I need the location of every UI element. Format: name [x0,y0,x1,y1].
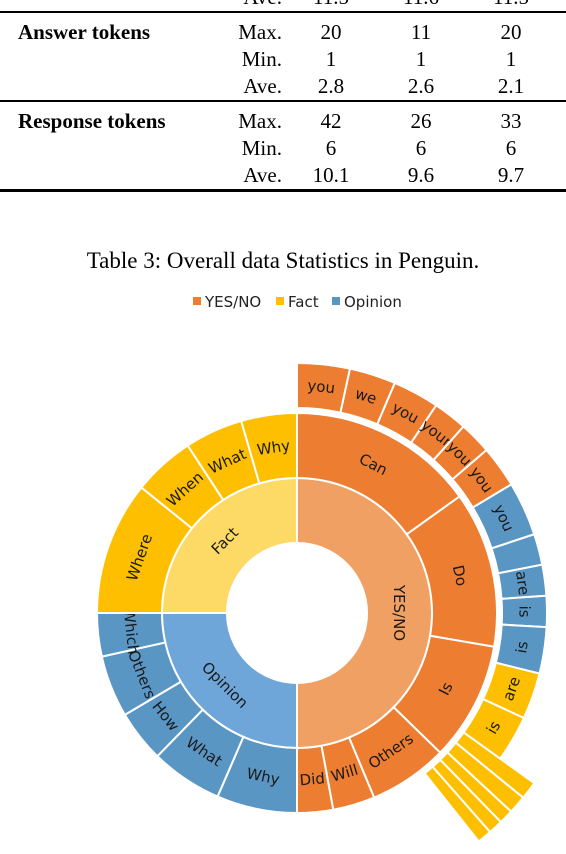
legend-label: YES/NO [204,293,261,311]
table-cell: 20 [320,20,342,44]
legend-label: Fact [288,293,319,311]
row-label: Response tokens [18,109,166,133]
table-cell: 6 [505,136,517,160]
slice-label: we [353,384,379,408]
slice-label: are [512,570,533,596]
legend-label: Opinion [344,293,402,311]
table-cell: 1 [415,47,427,71]
table-cell: 9.7 [466,162,556,192]
table-cell: 10.1 [286,162,376,192]
legend-swatch [332,297,340,305]
metric-label: Ave. [218,0,286,13]
metric-label: Min. [241,47,282,71]
table-row: Ave.11.511.611.5 [0,0,566,13]
row-label [0,73,218,102]
table-cell: 26 [410,109,432,133]
sunburst-chart: YES/NO Fact OpinionYES/NOOpinionFactCanDoI… [95,293,548,843]
table-row: Min. 1 1 1 [0,46,566,73]
statistics-table-fragment: Ave.11.511.611.5Answer tokensMax.201120M… [0,0,566,225]
table-caption: Table 3: Overall data Statistics in Peng… [86,248,480,273]
table-cell: 1 [325,47,337,71]
row-label: Answer tokens [18,20,151,44]
table-row: Ave. 10.1 9.6 9.7 [0,162,566,192]
row-label [0,135,218,162]
table-cell: 2.1 [466,73,556,102]
table-cell: 6 [325,136,337,160]
row-label [0,162,218,192]
table-cell: 6 [415,136,427,160]
row-label [0,46,218,73]
slice-label: Why [256,436,292,459]
row-label [0,0,218,13]
table-row: Ave. 2.8 2.6 2.1 [0,73,566,102]
metric-label: Ave. [218,73,286,102]
table-cell: 11.5 [466,0,556,13]
slice-label: Which [120,607,143,655]
table-row: Min. 6 6 6 [0,135,566,162]
table-cell: 11.6 [376,0,466,13]
table-cell: 20 [500,20,522,44]
slice-label: Did [299,769,326,789]
sunburst-slice [239,411,298,485]
slice-label: is [515,606,533,618]
table-cell: 11.5 [286,0,376,13]
slice-label: is [512,640,532,655]
slice-label: you [307,376,336,397]
sunburst-slice [423,765,492,843]
table-cell: 42 [320,109,342,133]
metric-label: Ave. [218,162,286,192]
slice-label: Do [449,563,471,587]
table-cell: 33 [500,109,522,133]
table-cell: 2.8 [286,73,376,102]
metric-label: Min. [241,136,282,160]
metric-label: Max. [238,109,282,133]
table-row: Response tokens Max. 42 26 33 [0,101,566,135]
statistics-table: Ave.11.511.611.5Answer tokensMax.201120M… [0,0,566,192]
metric-label: Max. [238,20,282,44]
slice-label: YES/NO [390,584,408,641]
legend-swatch [193,297,201,305]
table-cell: 9.6 [376,162,466,192]
legend-swatch [276,297,284,305]
table-cell: 2.6 [376,73,466,102]
table-row: Answer tokens Max. 20 11 20 [0,12,566,46]
table-cell: 1 [505,47,517,71]
table-cell: 11 [410,20,432,44]
